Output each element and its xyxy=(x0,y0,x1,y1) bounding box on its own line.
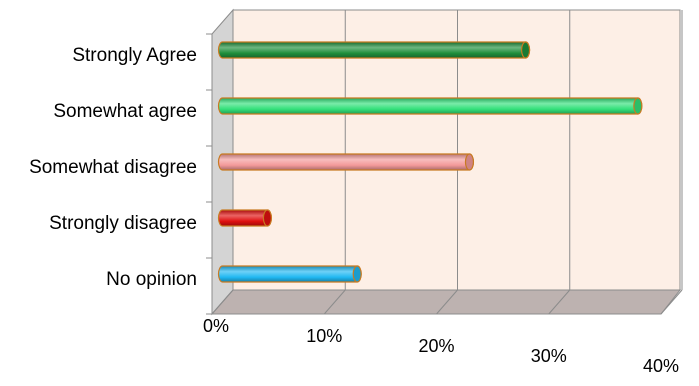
x-tick-label: 10% xyxy=(306,326,342,346)
floor-gridline xyxy=(211,289,234,315)
bar-end-cap xyxy=(352,265,362,283)
bar-body xyxy=(217,97,643,115)
bar xyxy=(217,153,475,171)
bar xyxy=(217,97,643,115)
floor-gridline xyxy=(660,289,683,315)
floor-gridline xyxy=(436,289,458,315)
bar-body xyxy=(217,153,475,171)
x-tick-label: 30% xyxy=(531,346,567,366)
bar-end-cap xyxy=(520,41,531,59)
category-labels: Strongly Agree Somewhat agree Somewhat dis… xyxy=(29,45,197,290)
category-label: No opinion xyxy=(106,269,197,290)
bar xyxy=(217,209,272,227)
floor-gridline xyxy=(323,289,346,315)
category-label: Strongly disagree xyxy=(49,213,197,234)
category-label: Somewhat agree xyxy=(53,101,197,122)
x-tick-label: 20% xyxy=(418,336,454,356)
category-label: Somewhat disagree xyxy=(29,157,197,178)
bars xyxy=(217,41,643,283)
floor xyxy=(210,289,682,315)
x-tick-label: 0% xyxy=(203,316,229,336)
x-tick-label: 40% xyxy=(643,356,679,376)
x-tick-labels: 0% 10% 20% 30% 40% xyxy=(203,316,679,376)
bar xyxy=(217,265,362,283)
bar-end-cap xyxy=(633,97,643,115)
bar-body xyxy=(217,265,362,283)
bar-end-cap xyxy=(464,153,475,171)
bar xyxy=(217,41,531,59)
bar-body xyxy=(217,41,531,59)
floor-gridline xyxy=(548,289,571,315)
category-label: Strongly Agree xyxy=(72,45,197,66)
bar-end-cap xyxy=(262,209,272,227)
